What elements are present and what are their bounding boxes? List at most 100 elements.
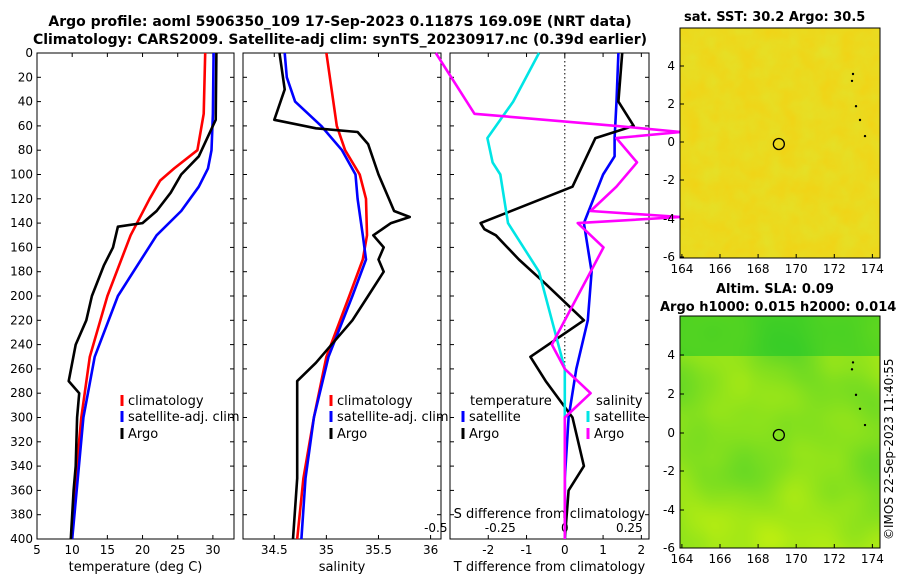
- y-tick-label: 120: [10, 192, 33, 206]
- legend-salinity-header: salinity: [596, 394, 643, 409]
- map-x-tick-label: 174: [861, 552, 884, 566]
- y-tick-label: 140: [10, 216, 33, 230]
- legend-climatology: climatology: [128, 394, 204, 409]
- map-x-tick-label: 164: [670, 552, 693, 566]
- island-marker: [851, 72, 855, 76]
- map-y-tick-label: 2: [667, 97, 675, 111]
- y-tick-label: 60: [18, 119, 33, 133]
- series-line-argo: [272, 52, 412, 540]
- map-y-tick-label: -4: [663, 212, 675, 226]
- island-marker: [858, 118, 862, 122]
- x-tick-label: 34.5: [261, 543, 288, 557]
- y-tick-label: 260: [10, 362, 33, 376]
- map-y-tick-label: -6: [663, 250, 675, 264]
- x-tick-label: 25: [170, 543, 185, 557]
- map-y-tick-label: -4: [663, 503, 675, 517]
- y-tick-label: 80: [18, 143, 33, 157]
- series-line-argo: [67, 52, 218, 540]
- y-tick-label: 220: [10, 313, 33, 327]
- map-y-tick-label: -2: [663, 464, 675, 478]
- x-tick-label: 30: [205, 543, 220, 557]
- x-tick-label: 20: [135, 543, 150, 557]
- map-y-tick-label: 2: [667, 387, 675, 401]
- y-tick-label: 100: [10, 168, 33, 182]
- y-tick-label: 240: [10, 338, 33, 352]
- x-tick-label: 0: [561, 543, 569, 557]
- legend-s-argo: Argo: [594, 427, 624, 442]
- map-y-tick-label: 0: [667, 426, 675, 440]
- map-x-tick-label: 166: [709, 552, 732, 566]
- figure-title-line1: Argo profile: aoml 5906350_109 17-Sep-20…: [48, 14, 632, 30]
- sst-map: 164 166 168 170 172 174 4 2 0 -2 -4 -6: [663, 27, 884, 276]
- sla-map: 164 166 168 170 172 174 4 2 0 -2 -4 -6: [663, 315, 884, 566]
- map-y-tick-label: 4: [667, 348, 675, 362]
- sst-map-title: sat. SST: 30.2 Argo: 30.5: [684, 10, 866, 25]
- y-tick-label: 380: [10, 508, 33, 522]
- map-x-tick-label: 172: [823, 552, 846, 566]
- y-tick-label: 300: [10, 411, 33, 425]
- legend-satellite-adj: satellite-adj. clim: [337, 410, 449, 425]
- island-marker: [863, 134, 867, 138]
- legend-satellite-adj: satellite-adj. clim: [128, 410, 240, 425]
- axes-frame: [36, 52, 235, 540]
- x-axis-label: temperature (deg C): [69, 560, 203, 575]
- legend-temperature-header: temperature: [470, 394, 552, 409]
- x-tick-label: 36: [423, 543, 438, 557]
- map-x-tick-label: 170: [785, 262, 808, 276]
- sla-map-title-line1: Altim. SLA: 0.09: [716, 282, 834, 297]
- axes-frame: [242, 52, 442, 540]
- profile-panel-salinity: 34.5 35 35.5 36 salinity climatologysatellite…: [242, 52, 449, 575]
- island-marker: [854, 393, 858, 397]
- y-tick-label: 0: [25, 46, 33, 60]
- x-tick-label: -1: [521, 543, 533, 557]
- s-diff-tick-label: 0.25: [616, 521, 643, 535]
- map-x-tick-label: 164: [670, 262, 693, 276]
- sst-map-texture: [680, 28, 880, 258]
- profile-panel-difference-from-climatology: -2 -1 0 1 2 T difference from climatology -0.5…: [424, 52, 703, 575]
- map-x-tick-label: 168: [747, 262, 770, 276]
- map-y-tick-label: 0: [667, 135, 675, 149]
- map-x-tick-label: 174: [861, 262, 884, 276]
- series-line-climatology: [70, 52, 207, 540]
- island-marker: [863, 423, 867, 427]
- map-x-tick-label: 170: [785, 552, 808, 566]
- x-tick-label: 1: [599, 543, 607, 557]
- legend-t-argo: Argo: [469, 427, 499, 442]
- sla-high-band: [680, 316, 880, 356]
- map-x-tick-label: 172: [823, 262, 846, 276]
- x-tick-label: 15: [100, 543, 115, 557]
- legend-argo: Argo: [337, 427, 367, 442]
- legend-s-satellite: satellite: [594, 410, 646, 425]
- y-tick-label: 180: [10, 265, 33, 279]
- x-tick-label: -2: [482, 543, 494, 557]
- y-tick-label: 360: [10, 483, 33, 497]
- sla-map-title-line2: Argo h1000: 0.015 h2000: 0.014: [660, 300, 897, 315]
- map-y-tick-label: -6: [663, 541, 675, 555]
- y-tick-label: 160: [10, 240, 33, 254]
- series-line-satellite-adj-clim: [283, 52, 368, 540]
- island-marker: [850, 79, 854, 83]
- island-marker: [851, 361, 855, 364]
- x-axis-label: salinity: [319, 560, 366, 575]
- y-tick-label: 400: [10, 532, 33, 546]
- x-tick-label: 5: [33, 543, 41, 557]
- x-tick-label: 2: [638, 543, 646, 557]
- legend-argo: Argo: [128, 427, 158, 442]
- series-line-satellite-adj-clim: [70, 52, 215, 540]
- map-x-tick-label: 166: [709, 262, 732, 276]
- s-diff-axis-label: S difference from climatology: [454, 507, 646, 522]
- s-diff-tick-label: -0.5: [424, 521, 447, 535]
- y-tick-label: 320: [10, 435, 33, 449]
- map-y-tick-label: -2: [663, 173, 675, 187]
- x-axis-label: T difference from climatology: [453, 560, 646, 575]
- island-marker: [850, 368, 854, 371]
- series-line-t-argo: [479, 52, 636, 540]
- island-marker: [854, 105, 858, 108]
- sst-map-frame: [679, 27, 881, 259]
- map-y-tick-label: 4: [667, 59, 675, 73]
- s-diff-tick-label: -0.25: [485, 521, 516, 535]
- x-tick-label: 35.5: [365, 543, 392, 557]
- island-marker: [858, 407, 862, 410]
- profile-panels: 0204060801001201401601802002202402602803…: [10, 46, 703, 575]
